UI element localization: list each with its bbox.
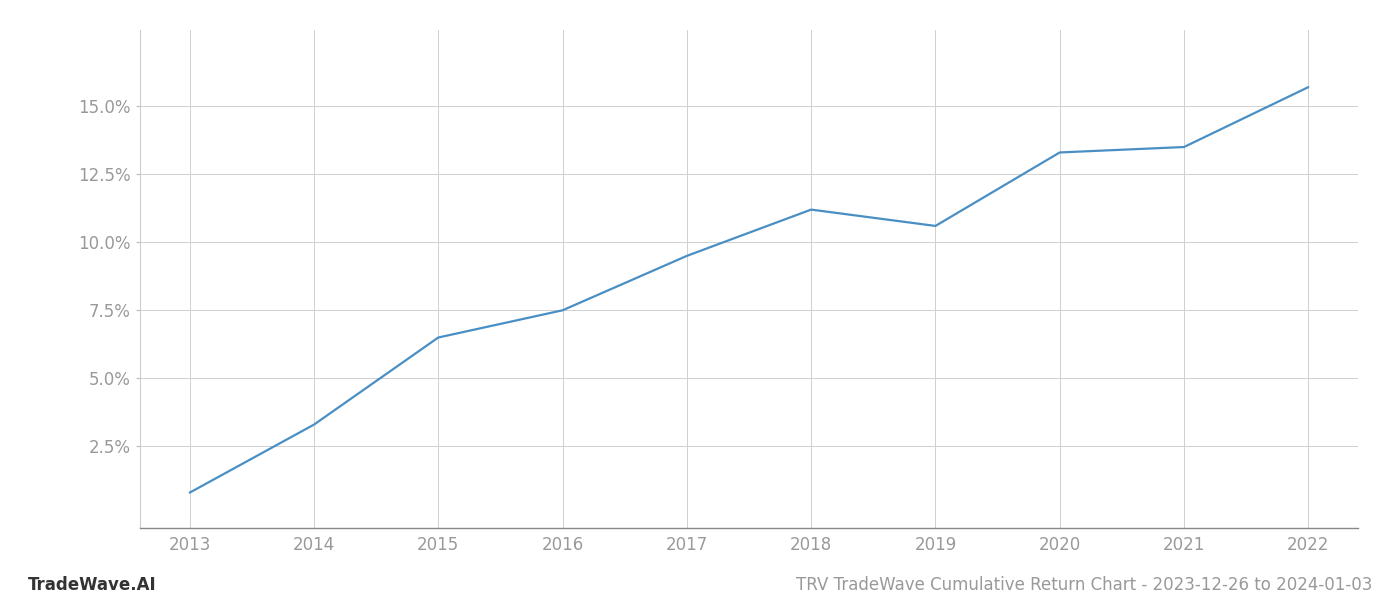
Text: TRV TradeWave Cumulative Return Chart - 2023-12-26 to 2024-01-03: TRV TradeWave Cumulative Return Chart - … bbox=[795, 576, 1372, 594]
Text: TradeWave.AI: TradeWave.AI bbox=[28, 576, 157, 594]
